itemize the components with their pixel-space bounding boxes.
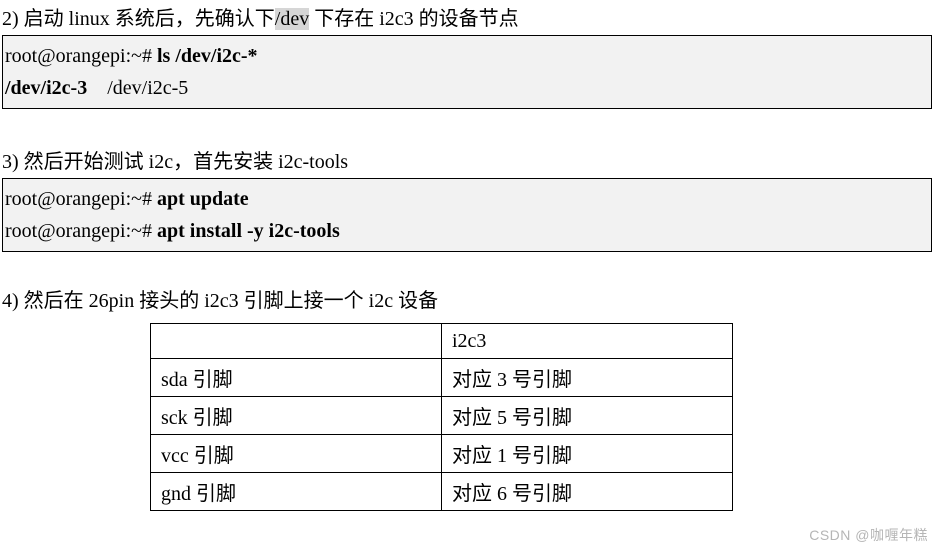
code-line: root@orangepi:~# apt install -y i2c-tool… (5, 215, 927, 247)
step2-codebox: root@orangepi:~# ls /dev/i2c-* /dev/i2c-… (2, 35, 932, 109)
command: apt install -y i2c-tools (157, 220, 340, 242)
table-cell: i2c3 (442, 324, 733, 359)
table-row: vcc 引脚 对应 1 号引脚 (151, 435, 733, 473)
command: ls /dev/i2c-* (157, 45, 258, 67)
table-cell: gnd 引脚 (151, 473, 442, 511)
table-cell: sck 引脚 (151, 397, 442, 435)
step2-text: 2) 启动 linux 系统后，先确认下/dev 下存在 i2c3 的设备节点 (0, 0, 934, 35)
table-row: sck 引脚 对应 5 号引脚 (151, 397, 733, 435)
code-line: /dev/i2c-3 /dev/i2c-5 (5, 72, 927, 104)
step4-text: 4) 然后在 26pin 接头的 i2c3 引脚上接一个 i2c 设备 (0, 282, 934, 317)
step2-post: 下存在 i2c3 的设备节点 (309, 8, 518, 30)
table-cell: 对应 6 号引脚 (442, 473, 733, 511)
prompt: root@orangepi:~# (5, 45, 157, 67)
table-cell: 对应 1 号引脚 (442, 435, 733, 473)
table-row: sda 引脚 对应 3 号引脚 (151, 359, 733, 397)
table-cell: sda 引脚 (151, 359, 442, 397)
output-rest: /dev/i2c-5 (87, 77, 188, 99)
table-cell: 对应 3 号引脚 (442, 359, 733, 397)
table-row: gnd 引脚 对应 6 号引脚 (151, 473, 733, 511)
watermark: CSDN @咖喱年糕 (809, 525, 928, 545)
command: apt update (157, 188, 249, 210)
step3-codebox: root@orangepi:~# apt update root@orangep… (2, 178, 932, 252)
table-row: i2c3 (151, 324, 733, 359)
step2-hl: /dev (275, 8, 309, 30)
code-line: root@orangepi:~# ls /dev/i2c-* (5, 40, 927, 72)
pin-table: i2c3 sda 引脚 对应 3 号引脚 sck 引脚 对应 5 号引脚 vcc… (150, 323, 733, 511)
output-bold: /dev/i2c-3 (5, 77, 87, 99)
prompt: root@orangepi:~# (5, 220, 157, 242)
step2-pre: 2) 启动 linux 系统后，先确认下 (2, 8, 275, 30)
table-cell (151, 324, 442, 359)
table-cell: 对应 5 号引脚 (442, 397, 733, 435)
prompt: root@orangepi:~# (5, 188, 157, 210)
code-line: root@orangepi:~# apt update (5, 183, 927, 215)
table-cell: vcc 引脚 (151, 435, 442, 473)
step3-text: 3) 然后开始测试 i2c，首先安装 i2c-tools (0, 143, 934, 178)
